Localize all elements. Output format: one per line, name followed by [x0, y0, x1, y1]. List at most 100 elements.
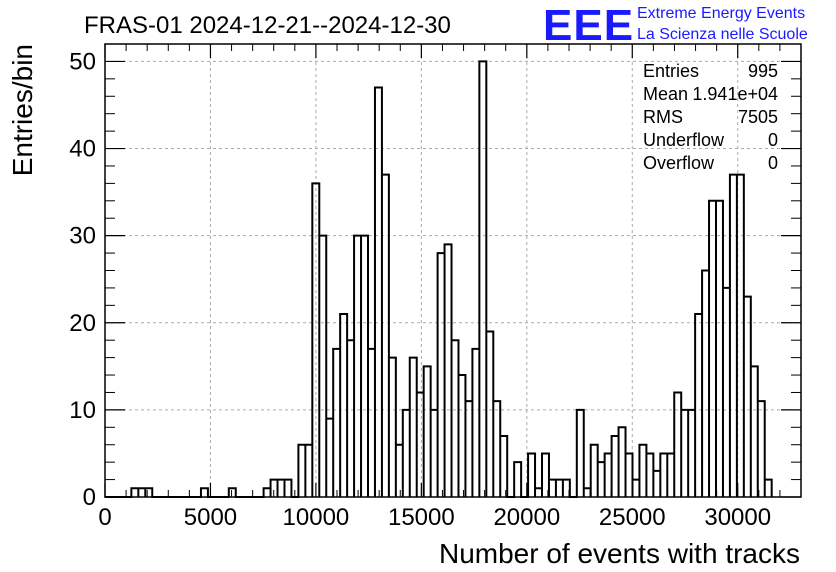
y-tick-labels: 0 10 20 30 40 50: [69, 48, 96, 511]
x-tick-label: 25000: [599, 504, 666, 531]
histogram-bin: [667, 453, 674, 497]
x-axis-label: Number of events with tracks: [439, 538, 800, 569]
histogram-bin: [354, 236, 361, 497]
histogram-bin: [626, 453, 633, 497]
histogram-bin: [688, 410, 695, 497]
histogram-bin: [660, 453, 667, 497]
histogram-bin: [695, 314, 702, 497]
histogram-bin: [730, 175, 737, 497]
histogram-bin: [632, 480, 639, 497]
histogram-bin: [653, 471, 660, 497]
stat-value: 7505: [738, 107, 778, 127]
histogram-bin: [452, 340, 459, 497]
x-tick-label: 5000: [184, 504, 237, 531]
stat-value: 0: [768, 130, 778, 150]
histogram-bin: [577, 410, 584, 497]
stat-label: Mean: [643, 84, 688, 104]
histogram-bin: [612, 436, 619, 497]
histogram-bin: [716, 201, 723, 497]
x-tick-label: 30000: [704, 504, 771, 531]
y-tick-label: 20: [69, 310, 96, 337]
stat-value: 1.941e+04: [692, 84, 778, 104]
x-tick-label: 15000: [388, 504, 455, 531]
histogram-bin: [361, 236, 368, 497]
histogram-bin: [723, 288, 730, 497]
histogram-bin: [605, 453, 612, 497]
histogram-bin: [347, 340, 354, 497]
axis-ticks: [104, 44, 801, 498]
histogram-bin: [375, 88, 382, 497]
x-tick-labels: 0 5000 10000 15000 20000 25000 30000: [98, 504, 771, 531]
histogram-bin: [278, 480, 285, 497]
histogram-bin: [131, 488, 138, 497]
histogram-bin: [702, 271, 709, 498]
eee-logo: EEE Extreme Energy Events La Scienza nel…: [543, 1, 808, 50]
histogram-bin: [556, 480, 563, 497]
histogram-bin: [500, 436, 507, 497]
logo-line-1: Extreme Energy Events: [637, 5, 805, 22]
histogram-bin: [382, 175, 389, 497]
histogram-bin: [319, 236, 326, 497]
histogram-bin: [535, 488, 542, 497]
y-tick-label: 40: [69, 136, 96, 163]
x-tick-label: 0: [98, 504, 111, 531]
histogram-bins: [105, 60, 773, 498]
histogram-bin: [445, 244, 452, 497]
y-tick-label: 0: [83, 484, 96, 511]
histogram-bin: [591, 445, 598, 497]
histogram-bin: [758, 401, 765, 497]
histogram-bin: [305, 445, 312, 497]
histogram-bin: [486, 331, 493, 497]
histogram-bin: [751, 366, 758, 497]
histogram-bin: [479, 61, 486, 497]
chart-title: FRAS-01 2024-12-21--2024-12-30: [84, 12, 451, 39]
stat-value: 0: [768, 153, 778, 173]
histogram-bin: [312, 183, 319, 497]
x-tick-label: 10000: [283, 504, 350, 531]
histogram-bin: [528, 453, 535, 497]
histogram-bin: [744, 297, 751, 497]
histogram-bin: [145, 488, 152, 497]
histogram-bin: [201, 488, 208, 497]
stats-box: Entries 995 Mean 1.941e+04 RMS 7505 Underflow 0…: [643, 61, 778, 173]
histogram-outline: [105, 60, 773, 498]
histogram-bin: [424, 366, 431, 497]
y-axis-label: Entries/bin: [7, 44, 38, 176]
histogram-bin: [138, 488, 145, 497]
histogram-bin: [514, 462, 521, 497]
histogram-bin: [403, 410, 410, 497]
histogram-bin: [674, 392, 681, 497]
histogram-bin: [431, 410, 438, 497]
stat-label: Overflow: [643, 153, 715, 173]
histogram-bin: [417, 392, 424, 497]
stat-value: 995: [748, 61, 778, 81]
histogram-bin: [681, 410, 688, 497]
histogram-bin: [765, 480, 772, 497]
logo-mark: EEE: [543, 1, 634, 50]
histogram-bin: [737, 175, 744, 497]
histogram-bin: [396, 445, 403, 497]
histogram-bin: [438, 253, 445, 497]
histogram-bin: [298, 445, 305, 497]
histogram-bin: [284, 480, 291, 497]
histogram-bin: [264, 488, 271, 497]
histogram-bin: [389, 358, 396, 497]
y-tick-label: 10: [69, 397, 96, 424]
y-tick-label: 30: [69, 223, 96, 250]
histogram-bin: [549, 480, 556, 497]
histogram-bin: [368, 349, 375, 497]
histogram-bin: [493, 401, 500, 497]
histogram-bin: [472, 349, 479, 497]
histogram-bin: [458, 375, 465, 497]
histogram-bin: [639, 445, 646, 497]
stat-label: Underflow: [643, 130, 725, 150]
histogram-bin: [619, 427, 626, 497]
histogram-bin: [340, 314, 347, 497]
logo-line-2: La Scienza nelle Scuole: [637, 26, 808, 43]
histogram-bin: [333, 349, 340, 497]
histogram-bin: [646, 453, 653, 497]
histogram-bin: [709, 201, 716, 497]
grid-lines: [105, 44, 801, 497]
histogram-bin: [465, 401, 472, 497]
